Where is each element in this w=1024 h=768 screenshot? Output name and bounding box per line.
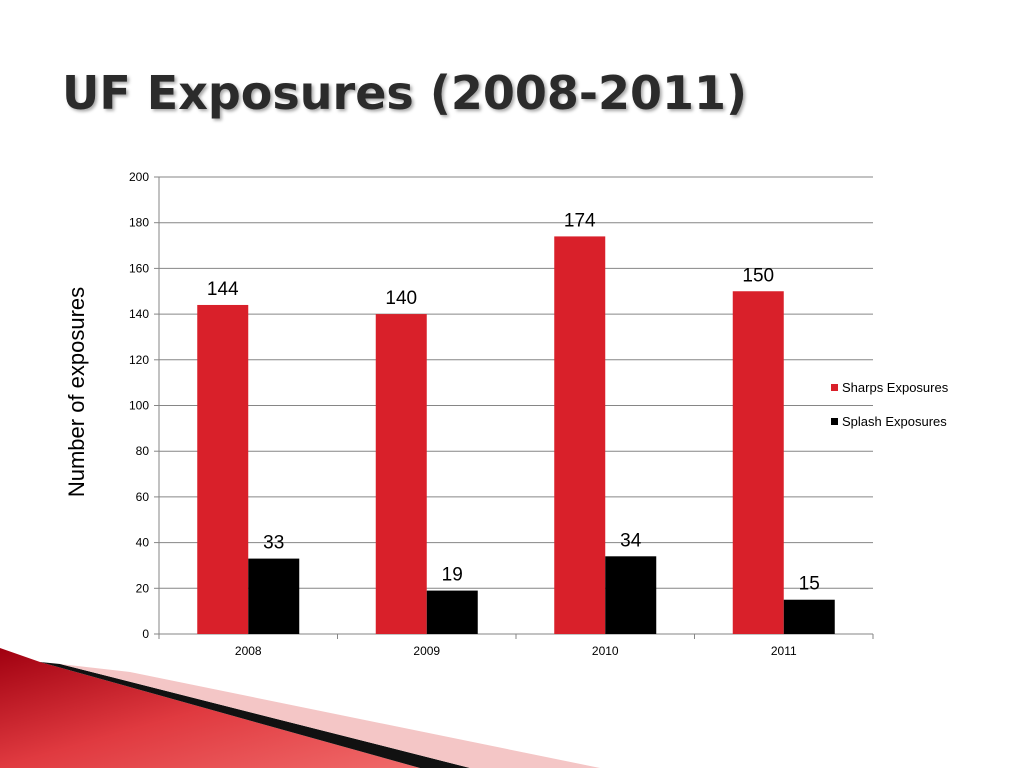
y-tick-label: 180 [129, 216, 149, 230]
y-tick-label: 200 [129, 170, 149, 184]
bar-sharps-2011 [732, 291, 784, 634]
bar-sharps-2009 [375, 314, 427, 634]
y-tick-label: 0 [142, 627, 149, 641]
data-label: 19 [442, 565, 463, 586]
legend-swatch-splash [831, 418, 838, 425]
y-tick-label: 80 [136, 444, 150, 458]
legend-swatch-sharps [831, 384, 838, 391]
y-tick-label: 40 [136, 536, 150, 550]
bar-sharps-2008 [197, 304, 249, 634]
x-tick-label: 2008 [235, 644, 262, 658]
bar-splash-2009 [426, 590, 478, 634]
data-label: 15 [799, 574, 820, 595]
bar-splash-2008 [248, 558, 300, 634]
axes: 0 20 40 60 80 100 120 140 160 180 200 2008 2009 2010 2… [129, 170, 874, 658]
bar-splash-2011 [783, 599, 835, 634]
data-labels: 144 140 174 150 33 19 34 15 [207, 210, 820, 594]
legend-label-sharps: Sharps Exposures [842, 380, 949, 395]
y-tick-label: 100 [129, 399, 149, 413]
legend-label-splash: Splash Exposures [842, 414, 947, 429]
y-tick-label: 120 [129, 353, 149, 367]
data-label: 33 [263, 533, 284, 554]
bars [197, 236, 835, 634]
bar-splash-2010 [605, 556, 657, 634]
slide-title: UF Exposures (2008-2011) [62, 66, 748, 120]
y-tick-label: 160 [129, 261, 149, 275]
y-tick-label: 20 [136, 581, 150, 595]
data-label: 174 [564, 210, 596, 231]
data-label: 140 [385, 288, 417, 309]
y-tick-label: 60 [136, 490, 150, 504]
data-label: 34 [620, 530, 642, 551]
x-tick-label: 2011 [771, 644, 797, 658]
x-tick-label: 2010 [592, 644, 619, 658]
data-label: 144 [207, 279, 239, 300]
bar-sharps-2010 [554, 236, 606, 634]
x-tick-label: 2009 [413, 644, 440, 658]
y-tick-label: 140 [129, 307, 149, 321]
data-label: 150 [742, 265, 774, 286]
y-axis-label: Number of exposures [64, 287, 89, 497]
legend: Sharps Exposures Splash Exposures [831, 380, 949, 429]
